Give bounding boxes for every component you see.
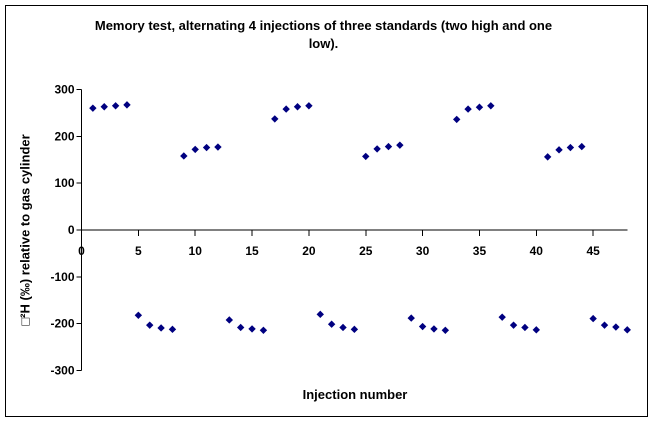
data-point xyxy=(339,323,347,332)
data-point xyxy=(418,322,427,331)
data-point xyxy=(225,316,234,324)
data-point xyxy=(373,145,381,153)
data-point xyxy=(532,326,540,334)
y-tick-label: -300 xyxy=(50,364,74,378)
data-point xyxy=(384,142,393,151)
y-tick-label: 300 xyxy=(54,82,74,96)
data-point xyxy=(475,103,484,111)
data-point xyxy=(464,105,472,113)
x-tick-label: 40 xyxy=(530,244,544,258)
data-point xyxy=(123,101,131,109)
data-point xyxy=(111,102,120,110)
data-point xyxy=(180,152,188,160)
chart-title-line-1: Memory test, alternating 4 injections of… xyxy=(94,18,553,33)
data-point xyxy=(157,324,165,332)
data-point xyxy=(555,146,563,154)
x-tick-label: 20 xyxy=(302,244,316,258)
data-point xyxy=(248,325,256,333)
x-axis-title: Injection number xyxy=(302,387,408,402)
data-point xyxy=(316,310,324,319)
data-point xyxy=(236,323,245,332)
data-point xyxy=(271,115,279,123)
data-point xyxy=(487,102,495,110)
data-point xyxy=(600,321,609,329)
y-tick-label: -100 xyxy=(50,270,74,284)
x-tick-label: 15 xyxy=(245,244,259,258)
data-point xyxy=(146,321,154,329)
data-point xyxy=(362,152,370,161)
data-point xyxy=(100,103,108,111)
y-tick-label: 0 xyxy=(68,223,75,237)
data-point xyxy=(134,311,143,319)
x-tick-label: 45 xyxy=(586,244,600,258)
data-point xyxy=(589,314,597,323)
data-point xyxy=(521,323,529,332)
x-tick-label: 10 xyxy=(189,244,203,258)
data-point xyxy=(430,325,438,333)
data-point xyxy=(453,115,461,124)
data-point xyxy=(202,143,211,152)
y-tick-label: 100 xyxy=(54,176,74,190)
data-point xyxy=(623,326,631,334)
data-point xyxy=(543,153,552,161)
data-point xyxy=(566,143,575,152)
x-tick-label: 35 xyxy=(473,244,487,258)
data-point xyxy=(191,145,199,154)
data-point xyxy=(407,314,415,322)
chart-title: Memory test, alternating 4 injections of… xyxy=(0,17,647,53)
data-point xyxy=(498,313,506,321)
chart-title-line-2: low). xyxy=(308,36,339,51)
data-point xyxy=(293,103,302,111)
data-point xyxy=(305,102,313,110)
data-point xyxy=(350,325,359,334)
y-tick-label: -200 xyxy=(50,317,74,331)
data-point xyxy=(89,104,97,112)
data-point xyxy=(441,326,450,334)
data-point xyxy=(578,142,586,151)
y-tick-label: 200 xyxy=(54,129,74,143)
chart-frame xyxy=(5,5,648,417)
x-tick-label: 30 xyxy=(416,244,430,258)
x-tick-label: 25 xyxy=(359,244,373,258)
data-point xyxy=(396,141,404,149)
x-tick-label: 0 xyxy=(78,244,85,258)
data-point xyxy=(327,320,336,328)
data-point xyxy=(509,321,518,329)
data-point xyxy=(214,143,222,151)
data-point xyxy=(282,105,290,113)
data-point xyxy=(612,323,620,331)
data-point xyxy=(259,326,268,334)
x-tick-label: 5 xyxy=(135,244,142,258)
data-point xyxy=(168,325,177,334)
